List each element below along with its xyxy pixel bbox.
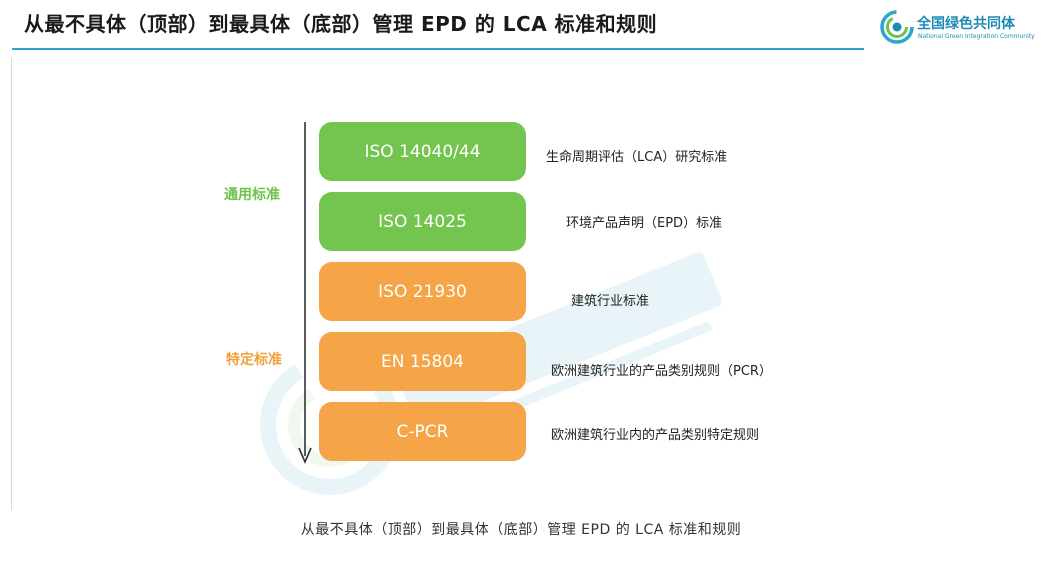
standard-description-iso-14025: 环境产品声明（EPD）标准 [566, 216, 723, 231]
logo: 全国绿色共同体 National Green Integration Commu… [880, 8, 1035, 48]
figure-caption: 从最不具体（顶部）到最具体（底部）管理 EPD 的 LCA 标准和规则 [300, 522, 742, 538]
group-label-specific: 特定标准 [226, 352, 282, 368]
standard-box-iso-14040-44: ISO 14040/44 [319, 122, 526, 181]
logo-name: 全国绿色共同体 [917, 16, 1015, 32]
standard-box-c-pcr: C-PCR [319, 402, 526, 461]
slide-left-border [11, 58, 12, 510]
standard-description-iso-14040-44: 生命周期评估（LCA）研究标准 [546, 150, 728, 165]
standard-box-iso-21930: ISO 21930 [319, 262, 526, 321]
slide-title: 从最不具体（顶部）到最具体（底部）管理 EPD 的 LCA 标准和规则 [24, 12, 658, 36]
standard-box-iso-14025: ISO 14025 [319, 192, 526, 251]
standard-description-en-15804: 欧洲建筑行业的产品类别规则（PCR） [551, 364, 772, 379]
standard-description-iso-21930: 建筑行业标准 [571, 294, 650, 309]
specificity-arrow [298, 122, 312, 465]
title-underline [12, 48, 864, 50]
group-label-general: 通用标准 [224, 187, 280, 203]
standard-box-en-15804: EN 15804 [319, 332, 526, 391]
logo-swirl-icon [880, 10, 914, 44]
standard-description-c-pcr: 欧洲建筑行业内的产品类别特定规则 [551, 428, 760, 443]
logo-subtitle: National Green Integration Community [918, 33, 1035, 40]
slide: 从最不具体（顶部）到最具体（底部）管理 EPD 的 LCA 标准和规则 全国绿色… [11, 8, 1035, 510]
